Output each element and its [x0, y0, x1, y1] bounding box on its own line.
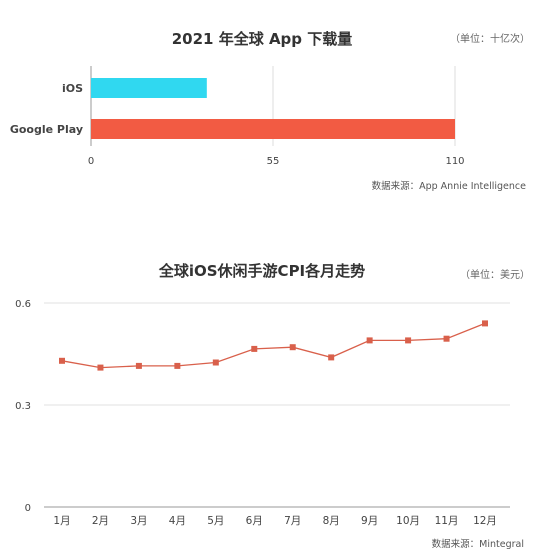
chart2-x-tick-label: 9月: [361, 515, 378, 527]
chart2-x-tick-label: 1月: [53, 515, 70, 527]
chart2-x-tick-label: 8月: [323, 515, 340, 527]
chart1-source: 数据来源：App Annie Intelligence: [372, 180, 527, 192]
chart1-x-tick-label: 55: [267, 156, 280, 167]
chart2-point: [366, 337, 373, 344]
chart1-plot: 0 55 110 iOS Google Play: [10, 66, 465, 167]
chart2-x-tick-label: 11月: [435, 515, 459, 527]
chart1-category-label: iOS: [62, 82, 83, 95]
chart2-y-tick-label: 0.3: [15, 401, 31, 412]
chart2-x-tick-label: 4月: [169, 515, 186, 527]
chart2-x-tick-label: 7月: [284, 515, 301, 527]
chart2-y-tick-label: 0.6: [15, 299, 31, 310]
chart2-point: [174, 362, 181, 369]
chart2-point: [97, 364, 104, 371]
chart2-source: 数据来源：Mintegral: [432, 538, 524, 550]
chart2-point: [251, 345, 258, 352]
chart2-point: [59, 357, 65, 364]
chart2-point: [405, 337, 412, 344]
chart2-plot: 0 0.3 0.6 1月 2月 3月 4月 5月 6月 7月 8月 9月 10月 11月 12月: [15, 299, 510, 527]
chart2-point: [443, 335, 450, 342]
chart2-y-tick-label: 0: [25, 503, 31, 514]
chart1-category-label: Google Play: [10, 123, 83, 136]
chart2-x-tick-label: 3月: [130, 515, 147, 527]
chart1-title: 2021 年全球 App 下载量: [172, 30, 353, 48]
chart2-unit-note: （单位：美元）: [460, 268, 530, 281]
chart2-x-tick-label: 2月: [92, 515, 109, 527]
chart2-point: [482, 320, 488, 327]
chart2-series-line: [61, 322, 486, 369]
chart2-point: [135, 362, 142, 369]
chart2-x-tick-label: 5月: [207, 515, 224, 527]
chart2-x-tick-label: 12月: [473, 515, 497, 527]
chart2-point: [328, 354, 335, 361]
chart1-unit-note: （单位：十亿次）: [450, 32, 530, 45]
chart2-point: [212, 359, 219, 366]
chart2-title: 全球iOS休闲手游CPI各月走势: [158, 262, 365, 280]
chart1-x-tick-label: 0: [88, 156, 94, 167]
chart2-x-tick-label: 6月: [246, 515, 263, 527]
chart1-x-tick-label: 110: [445, 156, 464, 167]
chart1-bar: [91, 119, 455, 139]
chart2-x-tick-label: 10月: [396, 515, 420, 527]
chart1-bar: [91, 78, 207, 98]
chart2-point: [289, 344, 296, 351]
